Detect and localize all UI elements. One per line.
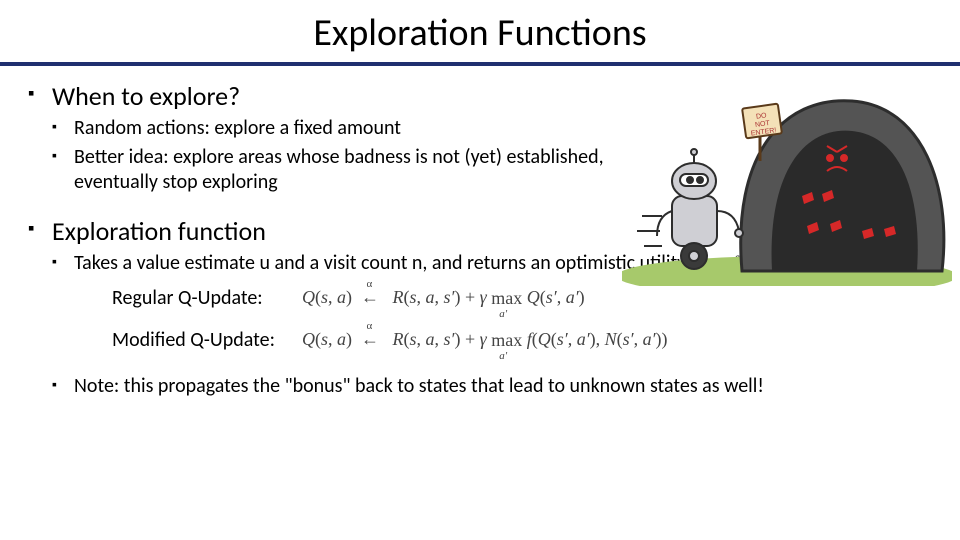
heading-1-text: When to explore? xyxy=(52,80,240,112)
modified-q-label: Modified Q-Update: xyxy=(112,328,302,352)
modified-q-formula: Q(s, a) ←α R(s, a, s′) + γ maxa′ f(Q(s′,… xyxy=(302,329,668,351)
regular-q-label: Regular Q-Update: xyxy=(112,286,302,310)
modified-q-update-row: Modified Q-Update: Q(s, a) ←α R(s, a, s′… xyxy=(112,328,932,352)
bullet-better-idea: Better idea: explore areas whose badness… xyxy=(52,145,634,195)
cave-robot-illustration: DO NOT ENTER! xyxy=(622,76,952,286)
regular-q-update-row: Regular Q-Update: Q(s, a) ←α R(s, a, s′)… xyxy=(112,286,932,310)
bullet-random-actions: Random actions: explore a fixed amount xyxy=(52,116,634,141)
regular-q-formula: Q(s, a) ←α R(s, a, s′) + γ maxa′ Q(s′, a… xyxy=(302,287,585,309)
illustration-svg: DO NOT ENTER! xyxy=(622,76,952,286)
slide-title: Exploration Functions xyxy=(0,0,960,62)
slide: Exploration Functions When to explore? R… xyxy=(0,0,960,540)
bullet-note: Note: this propagates the "bonus" back t… xyxy=(52,374,932,399)
heading-2-text: Exploration function xyxy=(52,215,266,247)
